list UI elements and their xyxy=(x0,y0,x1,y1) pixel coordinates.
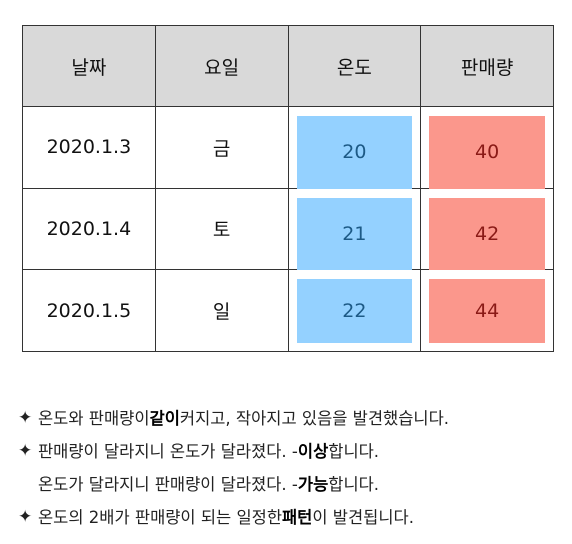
note-emphasis: 패턴 xyxy=(282,508,313,527)
note-line-2: ✦ 판매량이 달라지니 온도가 달라졌다. - 이상 합니다. xyxy=(18,435,558,468)
sales-highlight: 42 xyxy=(429,197,545,271)
temp-cell: 21 xyxy=(287,187,422,271)
observation-notes: ✦ 온도와 판매량이 같이 커지고, 작아지고 있음을 발견했습니다. ✦ 판매… xyxy=(18,402,558,534)
note-text: 이 발견됩니다. xyxy=(312,508,414,527)
temp-cell: 22 xyxy=(287,269,422,352)
note-text: 합니다. xyxy=(328,442,380,461)
sales-highlight: 40 xyxy=(429,116,545,189)
date-cell: 2020.1.4 xyxy=(22,187,156,271)
date-cell: 2020.1.5 xyxy=(22,269,156,352)
note-text: 합니다. xyxy=(328,475,380,494)
note-line-3: 온도가 달라지니 판매량이 달라졌다. - 가능 합니다. xyxy=(18,468,558,501)
note-text: 온도와 판매량이 xyxy=(38,409,150,428)
sales-cell: 44 xyxy=(420,269,554,352)
header-date: 날짜 xyxy=(22,25,156,107)
temp-highlight: 22 xyxy=(296,279,413,343)
sales-cell: 40 xyxy=(420,106,554,189)
date-cell: 2020.1.3 xyxy=(22,106,156,189)
four-point-star-icon: ✦ xyxy=(18,441,33,461)
day-cell: 금 xyxy=(154,106,289,189)
note-text: 온도의 2배가 판매량이 되는 일정한 xyxy=(38,508,282,527)
temp-cell: 20 xyxy=(287,106,422,189)
note-text: 판매량이 달라지니 온도가 달라졌다. - xyxy=(38,442,298,461)
header-sales: 판매량 xyxy=(420,25,554,107)
note-line-4: ✦ 온도의 2배가 판매량이 되는 일정한 패턴 이 발견됩니다. xyxy=(18,501,558,534)
table-row: 2020.1.3 금 20 40 xyxy=(22,106,554,189)
temp-highlight: 20 xyxy=(296,116,413,189)
sales-cell: 42 xyxy=(420,187,554,271)
note-text: 커지고, 작아지고 있음을 발견했습니다. xyxy=(179,409,449,428)
note-line-1: ✦ 온도와 판매량이 같이 커지고, 작아지고 있음을 발견했습니다. xyxy=(18,402,558,435)
note-emphasis: 이상 xyxy=(297,442,329,461)
day-cell: 일 xyxy=(154,269,289,352)
temp-highlight: 21 xyxy=(296,197,413,271)
four-point-star-icon: ✦ xyxy=(18,507,33,527)
note-emphasis: 같이 xyxy=(149,409,180,428)
note-text: 온도가 달라지니 판매량이 달라졌다. - xyxy=(38,475,298,494)
four-point-star-icon: ✦ xyxy=(18,408,33,428)
table-row: 2020.1.4 토 21 42 xyxy=(22,187,554,271)
sales-highlight: 44 xyxy=(429,279,545,343)
header-day: 요일 xyxy=(154,25,289,107)
table-row: 2020.1.5 일 22 44 xyxy=(22,269,554,352)
header-temp: 온도 xyxy=(287,25,422,107)
table-header-row: 날짜 요일 온도 판매량 xyxy=(22,25,554,107)
note-emphasis: 가능 xyxy=(297,475,329,494)
day-cell: 토 xyxy=(154,187,289,271)
data-table: 날짜 요일 온도 판매량 2020.1.3 금 20 40 2020.1.4 토… xyxy=(22,25,554,352)
